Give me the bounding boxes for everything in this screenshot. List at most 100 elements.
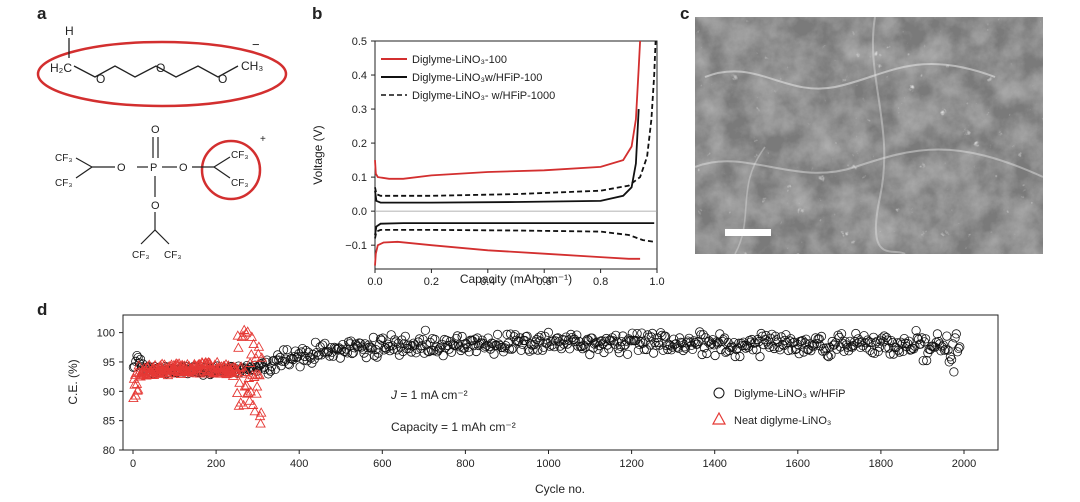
data-point-hfip: [758, 339, 769, 350]
data-point-hfip: [449, 340, 459, 350]
data-point-hfip: [907, 343, 918, 353]
diglyme-oxygen-1: O: [96, 72, 105, 86]
data-point-hfip: [932, 329, 943, 339]
data-point-hfip: [450, 341, 460, 351]
data-point-hfip: [472, 333, 483, 343]
data-point-neat: [252, 368, 263, 379]
data-point-hfip: [464, 347, 474, 357]
data-point-hfip: [651, 340, 661, 351]
data-point-neat: [148, 369, 160, 380]
data-point-hfip: [922, 355, 932, 366]
data-point-hfip: [637, 328, 647, 338]
cf3-group: CF₃: [231, 150, 248, 161]
data-point-hfip: [263, 369, 273, 379]
y-tick-label: 80: [103, 445, 115, 457]
data-point-hfip: [582, 334, 593, 345]
legend-label: Diglyme-LiNO₃w/HFiP-100: [412, 72, 542, 84]
data-point-hfip: [267, 361, 277, 371]
data-point-hfip: [382, 339, 393, 349]
data-point-hfip: [420, 325, 430, 335]
x-tick-label: 0.2: [424, 276, 439, 288]
data-point-hfip: [709, 340, 719, 350]
data-point-hfip: [365, 342, 375, 352]
diglyme-h-atom: H: [65, 24, 74, 38]
data-point-neat: [234, 377, 245, 387]
data-point-hfip: [654, 340, 665, 350]
data-point-hfip: [885, 349, 895, 359]
data-point-hfip: [452, 331, 462, 341]
data-point-hfip: [281, 354, 291, 364]
data-point-neat: [241, 388, 253, 398]
data-point-hfip: [939, 345, 950, 355]
data-point-hfip: [936, 346, 946, 356]
data-point-hfip: [776, 332, 786, 342]
x-tick-label: 200: [207, 458, 225, 470]
data-point-hfip: [770, 331, 781, 341]
data-point-hfip: [814, 334, 824, 344]
voltage-profile-chart: 0.0 0.2 0.4 0.6 0.8 1.0 −0.1 0.0 0.1 0.2 0.3 0.4 0.5…: [311, 36, 665, 288]
data-point-hfip: [689, 336, 699, 346]
data-point-hfip: [257, 358, 267, 368]
data-point-neat: [162, 369, 174, 380]
hfip-bottom-bonds: [140, 229, 170, 245]
data-point-hfip: [799, 347, 809, 357]
legend-label: Diglyme-LiNO₃ w/HFiP: [734, 388, 845, 400]
phosphate-o-left: O: [117, 162, 126, 174]
data-point-hfip: [822, 351, 833, 361]
data-point-neat: [246, 331, 258, 341]
phosphate-structure: O P O O O CF₃ CF₃ CF₃ CF₃ + CF₃ CF₃: [55, 124, 266, 261]
data-point-hfip: [933, 336, 944, 347]
x-tick-label: 1000: [536, 458, 560, 470]
data-point-hfip: [348, 348, 358, 358]
data-point-hfip: [884, 343, 894, 353]
hfip-right-bonds: [212, 156, 231, 179]
data-point-hfip: [769, 343, 779, 354]
data-point-hfip: [556, 344, 566, 354]
data-point-hfip: [604, 344, 614, 354]
x-tick-label: 1600: [786, 458, 810, 470]
hfip-highlight-circle: [200, 139, 262, 201]
data-point-hfip: [680, 343, 691, 353]
data-point-hfip: [572, 330, 582, 340]
data-point-neat: [254, 369, 265, 380]
data-point-hfip: [368, 332, 378, 343]
data-point-neat: [159, 359, 170, 369]
data-point-hfip: [946, 354, 957, 365]
data-point-neat: [156, 358, 168, 368]
data-point-hfip: [347, 348, 357, 359]
x-tick-label: 600: [373, 458, 391, 470]
annotation-current-density: J = 1 mA cm⁻²: [390, 388, 468, 402]
data-point-hfip: [544, 341, 555, 351]
data-point-hfip: [574, 336, 584, 347]
data-point-hfip: [579, 340, 589, 350]
data-point-neat: [253, 341, 265, 351]
data-point-neat: [251, 381, 263, 391]
data-point-neat: [227, 370, 239, 380]
data-point-hfip: [273, 350, 283, 360]
hfip-left-bonds: [75, 157, 94, 179]
data-point-hfip: [270, 364, 280, 375]
data-point-hfip: [534, 332, 544, 342]
data-point-hfip: [533, 345, 543, 355]
data-point-hfip: [942, 331, 952, 341]
data-point-hfip: [764, 342, 775, 353]
data-point-neat: [231, 387, 243, 398]
data-point-hfip: [438, 351, 448, 361]
diglyme-oxygen-2: O: [156, 61, 165, 75]
data-point-hfip: [578, 344, 588, 354]
data-point-hfip: [508, 343, 518, 353]
cf3-group: CF₃: [55, 178, 72, 189]
data-point-neat: [248, 338, 259, 349]
data-point-hfip: [730, 351, 740, 362]
data-point-hfip: [646, 332, 656, 342]
data-point-hfip: [855, 342, 866, 353]
panel-label-b: b: [312, 4, 323, 23]
data-point-hfip: [678, 345, 688, 356]
data-point-hfip: [633, 345, 643, 356]
diglyme-highlight-ellipse: [36, 40, 288, 108]
panel-label-a: a: [37, 4, 47, 23]
series-line-red-charge: [374, 40, 641, 180]
data-point-hfip: [690, 337, 700, 348]
data-point-hfip: [753, 334, 763, 345]
data-point-neat: [231, 367, 242, 378]
